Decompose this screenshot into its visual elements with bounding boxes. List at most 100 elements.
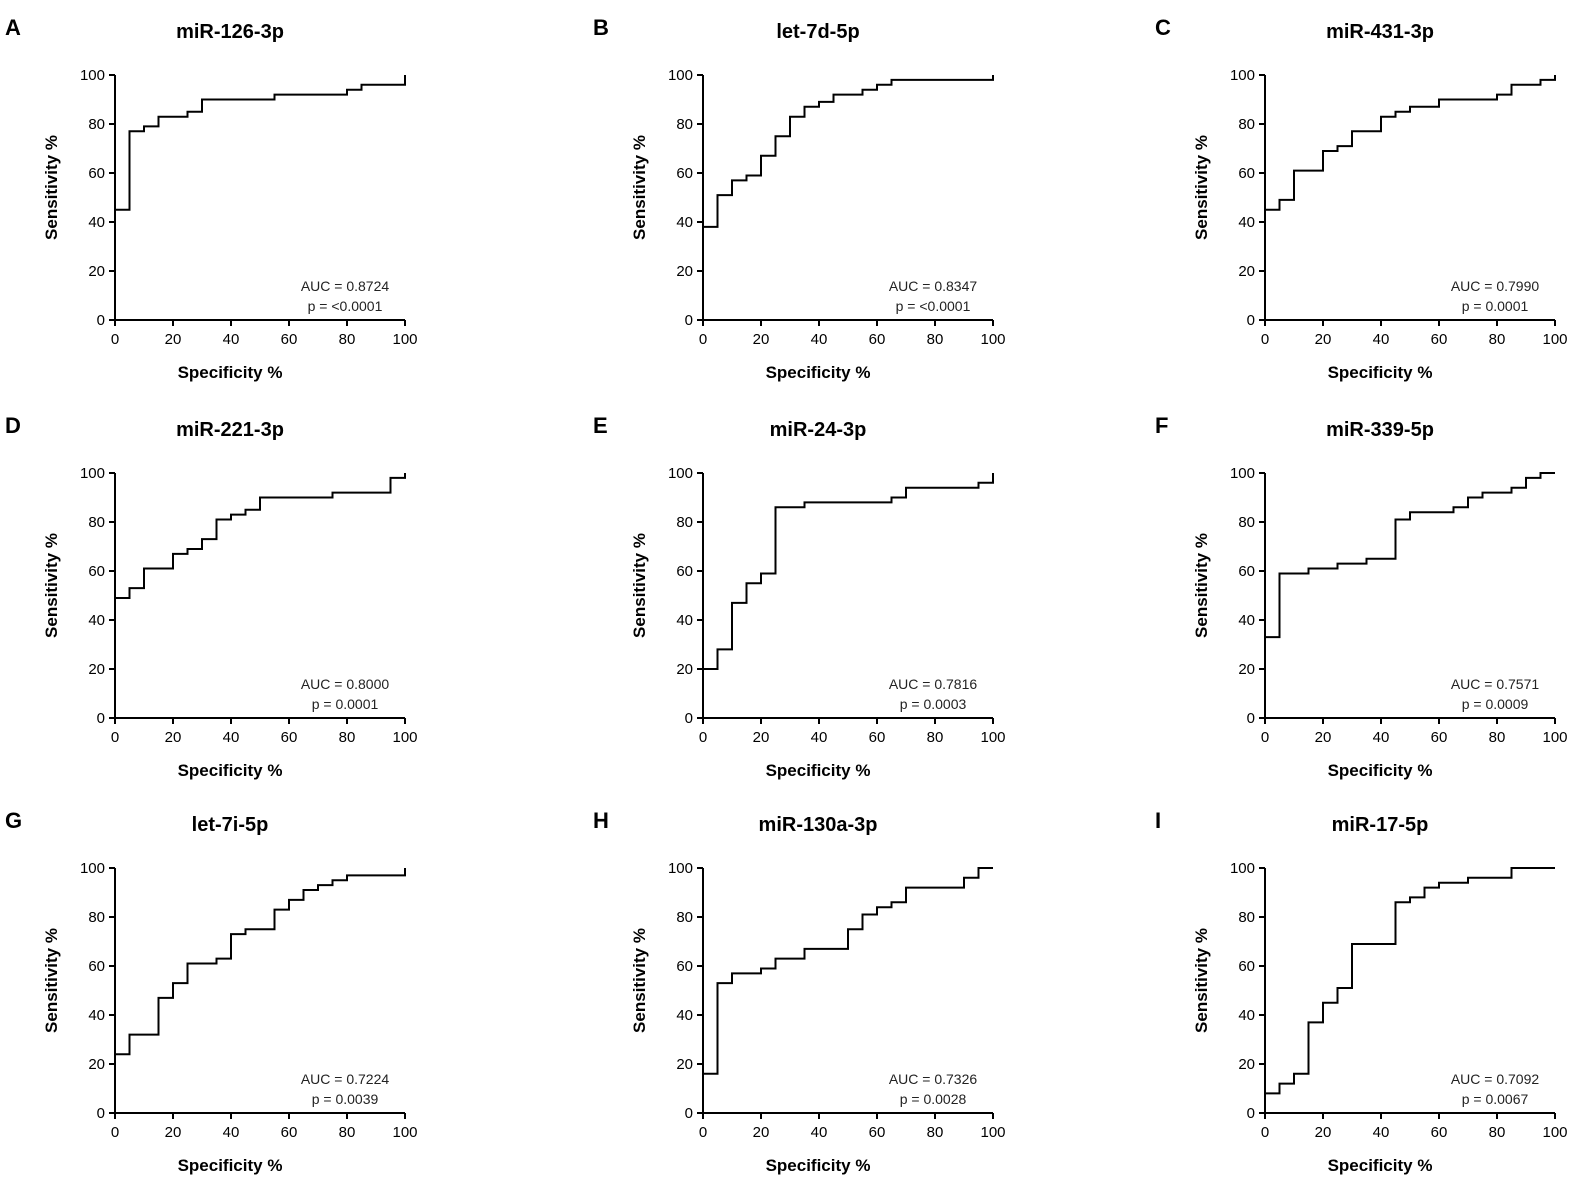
x-tick-label: 0 (699, 331, 707, 348)
x-tick-label: 80 (339, 729, 356, 746)
y-tick-label: 100 (1230, 67, 1255, 84)
y-axis-title: Sensitivity % (1192, 928, 1211, 1033)
y-tick-label: 80 (88, 909, 105, 926)
y-tick-label: 40 (1238, 612, 1255, 629)
x-axis-title: Specificity % (1328, 363, 1433, 382)
auc-annotation: AUC = 0.7816 (889, 676, 978, 692)
y-tick-label: 60 (88, 165, 105, 182)
auc-annotation: AUC = 0.8724 (301, 278, 390, 294)
x-tick-label: 0 (699, 1124, 707, 1141)
roc-curve (114, 868, 406, 1113)
p-value-annotation: p = 0.0039 (312, 1091, 379, 1107)
chart-title: miR-24-3p (770, 419, 867, 441)
x-tick-label: 40 (1373, 1124, 1390, 1141)
x-tick-label: 60 (1431, 331, 1448, 348)
chart-title: let-7d-5p (776, 21, 859, 43)
chart-title: miR-126-3p (176, 21, 284, 43)
y-tick-label: 0 (1247, 312, 1255, 329)
y-tick-label: 80 (676, 116, 693, 133)
auc-annotation: AUC = 0.8000 (301, 676, 390, 692)
y-tick-label: 40 (676, 612, 693, 629)
x-tick-label: 20 (165, 729, 182, 746)
y-tick-label: 60 (1238, 563, 1255, 580)
x-tick-label: 40 (223, 331, 240, 348)
y-tick-label: 100 (1230, 465, 1255, 482)
x-axis-title: Specificity % (178, 1156, 283, 1175)
x-tick-label: 100 (392, 331, 417, 348)
x-tick-label: 60 (281, 1124, 298, 1141)
p-value-annotation: p = 0.0003 (900, 696, 967, 712)
y-tick-label: 100 (1230, 860, 1255, 877)
y-tick-label: 80 (1238, 116, 1255, 133)
y-tick-label: 80 (676, 514, 693, 531)
p-value-annotation: p = 0.0067 (1462, 1091, 1529, 1107)
chart-title: miR-431-3p (1326, 21, 1434, 43)
y-tick-label: 100 (80, 67, 105, 84)
x-tick-label: 80 (339, 331, 356, 348)
y-axis-title: Sensitivity % (42, 928, 61, 1033)
x-tick-label: 0 (1261, 729, 1269, 746)
y-tick-label: 60 (88, 958, 105, 975)
x-tick-label: 20 (165, 1124, 182, 1141)
x-tick-label: 0 (111, 331, 119, 348)
panel-label: E (593, 413, 608, 438)
y-axis-title: Sensitivity % (42, 533, 61, 638)
p-value-annotation: p = 0.0009 (1462, 696, 1529, 712)
chart-title: miR-130a-3p (759, 814, 878, 836)
p-value-annotation: p = 0.0001 (1462, 298, 1529, 314)
y-tick-label: 20 (676, 1056, 693, 1073)
panel-label: A (5, 15, 21, 40)
x-tick-label: 60 (1431, 729, 1448, 746)
roc-curve (1265, 867, 1555, 1095)
x-tick-label: 0 (111, 729, 119, 746)
x-axis-title: Specificity % (766, 363, 871, 382)
y-tick-label: 40 (88, 1007, 105, 1024)
x-tick-label: 20 (1315, 1124, 1332, 1141)
y-axis-title: Sensitivity % (630, 533, 649, 638)
x-tick-label: 100 (1542, 729, 1567, 746)
x-tick-label: 40 (223, 1124, 240, 1141)
y-tick-label: 20 (1238, 1056, 1255, 1073)
y-tick-label: 40 (1238, 214, 1255, 231)
y-axis-title: Sensitivity % (1192, 135, 1211, 240)
x-tick-label: 60 (1431, 1124, 1448, 1141)
y-tick-label: 20 (676, 661, 693, 678)
panel-label: C (1155, 15, 1171, 40)
y-tick-label: 40 (1238, 1007, 1255, 1024)
y-tick-label: 100 (80, 860, 105, 877)
y-tick-label: 0 (685, 1105, 693, 1122)
y-tick-label: 60 (676, 165, 693, 182)
x-axis-title: Specificity % (178, 363, 283, 382)
x-tick-label: 100 (980, 1124, 1005, 1141)
roc-curve (703, 867, 993, 1075)
x-axis-title: Specificity % (1328, 1156, 1433, 1175)
y-tick-label: 60 (1238, 958, 1255, 975)
chart-title: let-7i-5p (192, 814, 269, 836)
y-axis-title: Sensitivity % (1192, 533, 1211, 638)
x-tick-label: 60 (281, 729, 298, 746)
x-tick-label: 80 (927, 1124, 944, 1141)
roc-curve (703, 75, 994, 228)
x-tick-label: 20 (753, 331, 770, 348)
y-tick-label: 80 (676, 909, 693, 926)
auc-annotation: AUC = 0.7224 (301, 1071, 390, 1087)
y-tick-label: 40 (88, 612, 105, 629)
x-tick-label: 40 (811, 1124, 828, 1141)
y-tick-label: 100 (668, 465, 693, 482)
x-tick-label: 100 (392, 1124, 417, 1141)
x-axis-title: Specificity % (766, 761, 871, 780)
x-tick-label: 20 (1315, 729, 1332, 746)
y-tick-label: 80 (1238, 514, 1255, 531)
auc-annotation: AUC = 0.7990 (1451, 278, 1540, 294)
y-tick-label: 40 (88, 214, 105, 231)
x-tick-label: 100 (1542, 1124, 1567, 1141)
y-tick-label: 20 (1238, 263, 1255, 280)
x-tick-label: 0 (111, 1124, 119, 1141)
panel-label: I (1155, 808, 1161, 833)
